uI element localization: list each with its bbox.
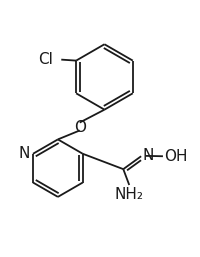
Text: N: N (19, 146, 30, 161)
Text: NH₂: NH₂ (114, 187, 143, 202)
Text: Cl: Cl (38, 52, 53, 67)
Text: N: N (141, 148, 153, 163)
Text: O: O (73, 120, 85, 135)
Text: OH: OH (163, 149, 186, 164)
